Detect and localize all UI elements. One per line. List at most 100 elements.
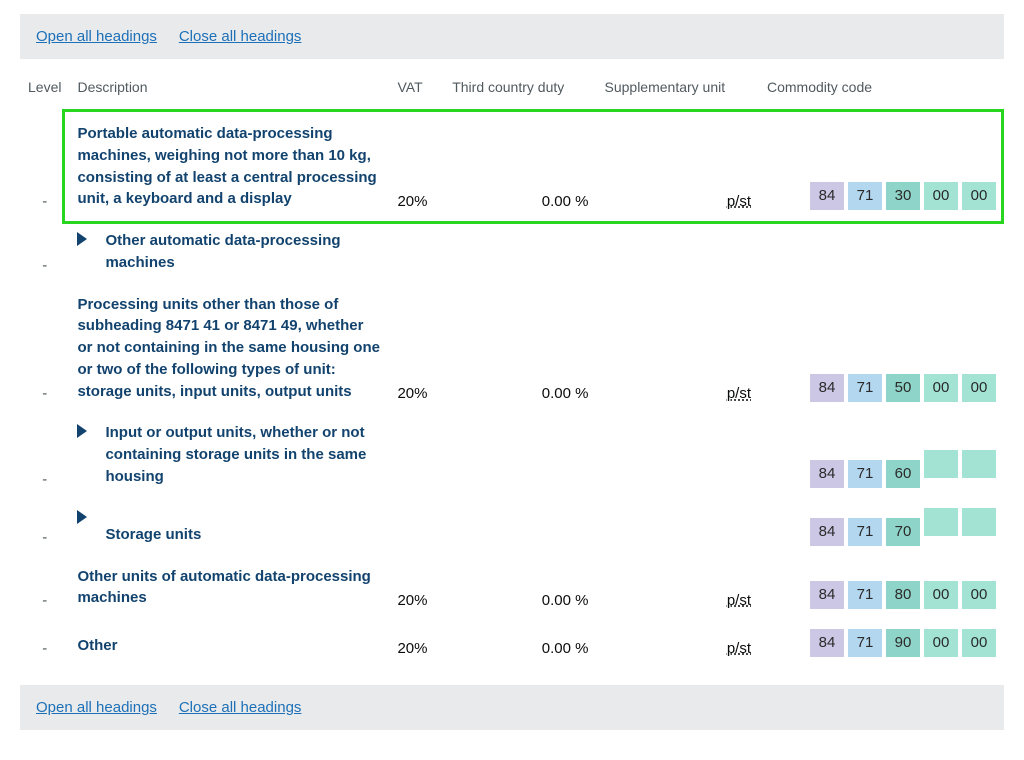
row-supplementary-unit: p/st	[597, 619, 760, 667]
code-segment: 71	[848, 629, 882, 657]
table-row: -Portable automatic data-processing mach…	[20, 113, 1004, 220]
bottom-linkbar: Open all headings Close all headings	[20, 685, 1004, 730]
code-segment: 00	[924, 182, 958, 210]
close-all-headings-link[interactable]: Close all headings	[179, 28, 302, 45]
row-description-text[interactable]: Storage units	[105, 526, 201, 543]
col-commodity-code: Commodity code	[759, 67, 1004, 113]
table-row: -Other automatic data-processing machine…	[20, 220, 1004, 284]
row-level: -	[20, 498, 69, 556]
row-description[interactable]: Other	[69, 619, 389, 667]
code-segment: 00	[962, 581, 996, 609]
row-commodity-code: 847160	[759, 412, 1004, 497]
row-supplementary-unit: p/st	[597, 556, 760, 620]
expand-icon[interactable]	[77, 510, 87, 524]
code-segment	[962, 450, 996, 478]
row-vat	[389, 412, 444, 497]
row-supplementary-unit	[597, 220, 760, 284]
row-supplementary-unit	[597, 412, 760, 497]
row-commodity-code: 8471300000	[759, 113, 1004, 220]
code-segment: 30	[886, 182, 920, 210]
row-description-text[interactable]: Input or output units, whether or not co…	[105, 424, 366, 485]
commodity-table: Level Description VAT Third country duty…	[20, 67, 1004, 667]
row-duty: 0.00 %	[444, 113, 596, 220]
row-level: -	[20, 113, 69, 220]
table-row: -Processing units other than those of su…	[20, 284, 1004, 413]
row-level: -	[20, 412, 69, 497]
code-segment: 00	[924, 374, 958, 402]
row-duty	[444, 412, 596, 497]
code-segment	[924, 450, 958, 478]
col-description: Description	[69, 67, 389, 113]
row-vat	[389, 498, 444, 556]
code-segment: 71	[848, 374, 882, 402]
row-duty	[444, 498, 596, 556]
row-vat: 20%	[389, 556, 444, 620]
code-segment: 84	[810, 518, 844, 546]
row-description[interactable]: Storage units	[69, 498, 389, 556]
col-supplementary-unit: Supplementary unit	[597, 67, 760, 113]
row-commodity-code: 8471900000	[759, 619, 1004, 667]
code-segment: 84	[810, 182, 844, 210]
col-vat: VAT	[389, 67, 444, 113]
code-segment: 84	[810, 374, 844, 402]
code-segment: 70	[886, 518, 920, 546]
supp-unit-abbr[interactable]: p/st	[727, 385, 751, 402]
row-vat: 20%	[389, 284, 444, 413]
code-segment: 84	[810, 581, 844, 609]
code-segment: 00	[962, 374, 996, 402]
row-commodity-code: 847170	[759, 498, 1004, 556]
code-segment: 84	[810, 629, 844, 657]
code-segment: 71	[848, 518, 882, 546]
code-segment: 84	[810, 460, 844, 488]
open-all-headings-link[interactable]: Open all headings	[36, 28, 157, 45]
top-linkbar: Open all headings Close all headings	[20, 14, 1004, 59]
table-row: -Other units of automatic data-processin…	[20, 556, 1004, 620]
row-description-text[interactable]: Other units of automatic data-processing…	[77, 568, 370, 607]
row-description[interactable]: Other units of automatic data-processing…	[69, 556, 389, 620]
code-segment: 00	[924, 629, 958, 657]
code-segment: 50	[886, 374, 920, 402]
open-all-headings-link-bottom[interactable]: Open all headings	[36, 699, 157, 716]
expand-icon[interactable]	[77, 232, 87, 246]
row-description[interactable]: Input or output units, whether or not co…	[69, 412, 389, 497]
code-segment: 71	[848, 581, 882, 609]
col-level: Level	[20, 67, 69, 113]
row-description[interactable]: Processing units other than those of sub…	[69, 284, 389, 413]
table-wrapper: Level Description VAT Third country duty…	[20, 67, 1004, 667]
row-supplementary-unit	[597, 498, 760, 556]
code-segment: 80	[886, 581, 920, 609]
supp-unit-abbr[interactable]: p/st	[727, 592, 751, 609]
code-segment: 60	[886, 460, 920, 488]
expand-icon[interactable]	[77, 424, 87, 438]
code-segment: 00	[962, 629, 996, 657]
row-description-text[interactable]: Other automatic data-processing machines	[105, 232, 340, 271]
row-vat: 20%	[389, 113, 444, 220]
code-segment	[924, 508, 958, 536]
row-vat	[389, 220, 444, 284]
row-commodity-code: 8471800000	[759, 556, 1004, 620]
row-description-text[interactable]: Portable automatic data-processing machi…	[77, 125, 376, 207]
row-duty: 0.00 %	[444, 556, 596, 620]
table-row: -Other20%0.00 %p/st8471900000	[20, 619, 1004, 667]
supp-unit-abbr[interactable]: p/st	[727, 640, 751, 657]
table-row: -Input or output units, whether or not c…	[20, 412, 1004, 497]
row-duty: 0.00 %	[444, 619, 596, 667]
row-vat: 20%	[389, 619, 444, 667]
code-segment: 90	[886, 629, 920, 657]
row-duty	[444, 220, 596, 284]
row-description-text[interactable]: Processing units other than those of sub…	[77, 296, 380, 400]
code-segment: 71	[848, 182, 882, 210]
row-description-text[interactable]: Other	[77, 637, 117, 654]
close-all-headings-link-bottom[interactable]: Close all headings	[179, 699, 302, 716]
row-level: -	[20, 284, 69, 413]
row-supplementary-unit: p/st	[597, 284, 760, 413]
row-level: -	[20, 556, 69, 620]
code-segment: 00	[962, 182, 996, 210]
row-description[interactable]: Other automatic data-processing machines	[69, 220, 389, 284]
code-segment: 00	[924, 581, 958, 609]
row-level: -	[20, 220, 69, 284]
row-commodity-code: 8471500000	[759, 284, 1004, 413]
row-description[interactable]: Portable automatic data-processing machi…	[69, 113, 389, 220]
supp-unit-abbr[interactable]: p/st	[727, 193, 751, 210]
row-level: -	[20, 619, 69, 667]
